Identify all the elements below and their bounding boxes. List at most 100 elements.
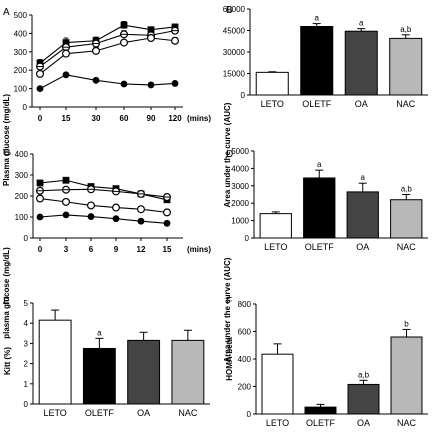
category-label: OLETF	[306, 418, 336, 428]
bar	[38, 319, 72, 405]
y-tick-label: 30000	[223, 48, 246, 57]
data-point-filled-circle	[171, 80, 179, 87]
y-tick-label: 200	[238, 383, 252, 392]
y-tick-label: 0	[23, 103, 28, 112]
x-tick-label: 60	[120, 114, 129, 123]
data-point-cross-circle	[61, 43, 70, 52]
series-line	[39, 214, 168, 224]
category-label: NAC	[178, 408, 198, 418]
category-label: OA	[137, 408, 150, 418]
y-tick-label: 0	[247, 410, 252, 419]
y-tick-label: 0	[24, 400, 29, 409]
data-point-cross-circle	[171, 26, 180, 35]
data-point-cross-circle	[61, 185, 70, 194]
bar	[390, 199, 423, 239]
y-tick-label: 1	[24, 380, 29, 389]
bar	[390, 336, 423, 415]
y-tick-label: 600	[238, 328, 252, 337]
significance-label: a,b	[401, 185, 413, 194]
bar	[304, 406, 337, 415]
y-axis-label: plasma glucose (mg/dL)	[2, 247, 11, 339]
category-label: OA	[355, 99, 368, 109]
bar	[303, 177, 336, 239]
data-point-filled-circle	[36, 213, 44, 221]
data-point-filled-circle	[87, 213, 95, 220]
y-tick-label: 4000	[231, 164, 249, 173]
category-label: NAC	[396, 99, 416, 109]
data-point-cross-circle	[35, 186, 44, 195]
bar	[127, 339, 161, 405]
series-line	[39, 197, 168, 213]
x-tick-label: 12	[137, 245, 146, 254]
bar	[171, 339, 205, 405]
data-point-open-circle	[35, 194, 44, 203]
data-point-open-circle	[61, 197, 70, 206]
data-point-cross-circle	[91, 39, 100, 48]
data-point-filled-circle	[137, 217, 145, 225]
y-tick-label: 2000	[231, 199, 249, 208]
data-point-open-circle	[163, 208, 172, 217]
y-tick-label: 0	[241, 91, 246, 100]
y-tick-label: 200	[14, 66, 28, 75]
x-tick-label: 90	[147, 114, 156, 123]
data-point-open-circle	[147, 33, 156, 42]
significance-label: a	[97, 328, 102, 337]
data-point-square	[120, 21, 128, 29]
y-tick-label: 400	[15, 150, 29, 159]
y-tick-label: 3000	[231, 182, 249, 191]
significance-label: a,b	[358, 370, 370, 379]
y-tick-label: 200	[15, 192, 29, 201]
panel-a: A 0 100 200 300 400 500 0 15 30 60 90 120 (mins) Plasm…	[2, 7, 211, 186]
y-tick-label: 300	[14, 48, 28, 57]
significance-label: a,b	[400, 25, 412, 34]
series-cross-circle	[35, 185, 172, 202]
series-filled-circle	[36, 71, 179, 92]
category-label: OA	[356, 242, 369, 252]
data-point-open-circle	[86, 201, 95, 210]
data-point-filled-circle	[62, 211, 70, 219]
data-point-square	[62, 176, 70, 184]
category-label: OLETF	[302, 99, 332, 109]
data-point-filled-circle	[36, 85, 44, 92]
x-tick-label: 6	[89, 245, 94, 254]
bar	[255, 71, 289, 96]
bar	[259, 213, 292, 239]
data-point-square	[147, 26, 155, 34]
data-point-square	[62, 39, 70, 46]
bar	[344, 30, 378, 96]
y-axis-label: Area under the curve (AUC)	[223, 102, 232, 207]
data-point-open-circle	[171, 36, 180, 45]
y-tick-label: 5	[24, 299, 29, 308]
panel-letter: F	[226, 296, 232, 307]
category-label: OLETF	[85, 408, 115, 418]
y-tick-label: 2	[24, 360, 29, 369]
series-cross-circle	[35, 26, 180, 71]
data-point-open-circle	[35, 69, 44, 78]
series-filled-circle	[36, 211, 171, 227]
series-line	[39, 37, 176, 75]
panel-letter: B	[226, 5, 233, 16]
x-axis-unit: (mins)	[187, 245, 211, 254]
y-axis-label: HOMA-beta	[225, 337, 234, 381]
y-tick-label: 1000	[231, 217, 249, 226]
data-point-open-circle	[61, 49, 70, 58]
data-point-cross-circle	[86, 185, 95, 194]
data-point-filled-circle	[92, 76, 100, 84]
x-tick-label: 15	[62, 114, 71, 123]
y-axis-label: Kitt (%)	[3, 347, 12, 375]
data-point-filled-circle	[62, 71, 70, 79]
data-point-cross-circle	[119, 30, 128, 39]
data-point-cross-circle	[137, 189, 146, 198]
x-tick-label: 9	[114, 245, 119, 254]
bar	[82, 347, 116, 405]
bar	[389, 37, 423, 96]
y-tick-label: 100	[14, 85, 28, 94]
x-tick-label: 0	[38, 245, 43, 254]
data-point-cross-circle	[163, 193, 172, 202]
category-label: NAC	[397, 242, 417, 252]
significance-label: b	[404, 319, 409, 328]
data-point-open-circle	[137, 205, 146, 214]
category-label: OA	[357, 418, 370, 428]
category-label: LETO	[264, 242, 287, 252]
series-line	[39, 74, 176, 90]
